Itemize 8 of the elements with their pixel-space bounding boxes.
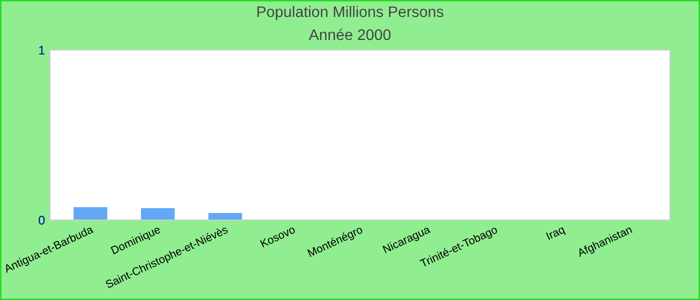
bar xyxy=(208,213,242,220)
bar xyxy=(140,208,175,220)
chart-title: Population Millions Persons xyxy=(257,6,444,20)
bar xyxy=(74,207,108,220)
y-tick-label: 0 xyxy=(38,216,45,225)
chart-subtitle: Année 2000 xyxy=(308,28,391,40)
y-tick-label: 1 xyxy=(39,46,45,55)
x-tick-label: Iraq xyxy=(546,226,566,242)
